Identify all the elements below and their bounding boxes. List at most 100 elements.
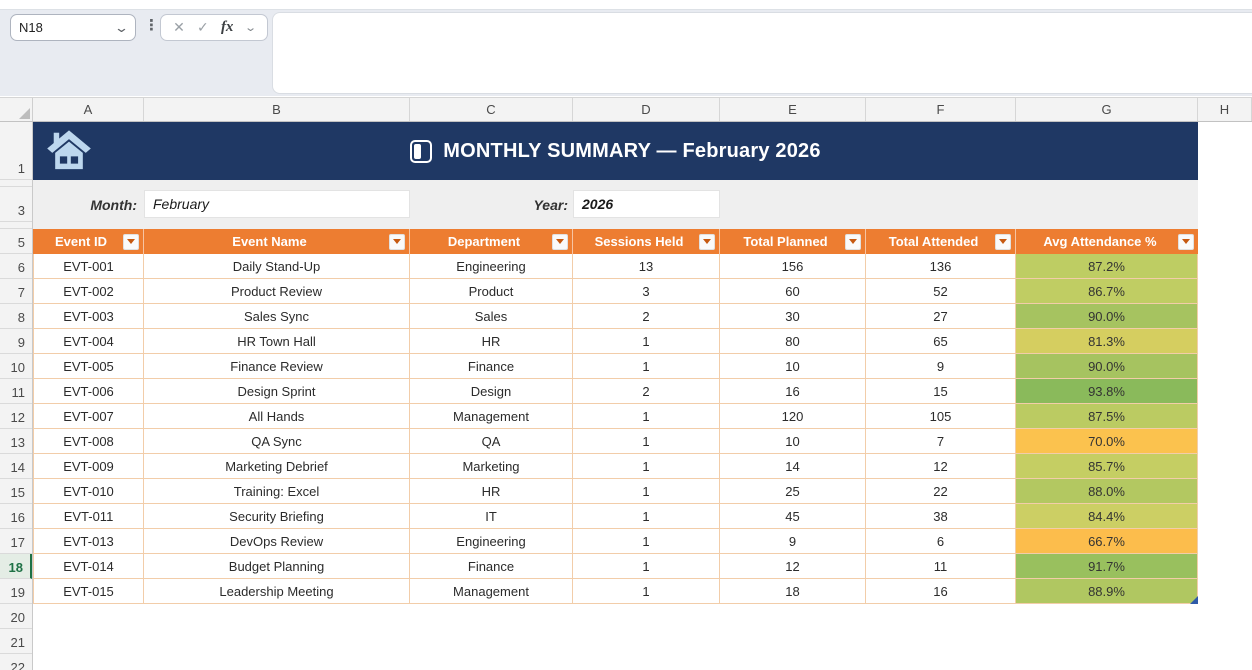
column-header-G[interactable]: G: [1016, 98, 1198, 121]
column-header-A[interactable]: A: [33, 98, 144, 121]
table-cell[interactable]: 16: [866, 579, 1016, 604]
table-header-cell[interactable]: Sessions Held: [573, 229, 720, 254]
table-cell[interactable]: 2: [573, 379, 720, 404]
row-header-20[interactable]: 20: [0, 604, 32, 629]
attendance-cell[interactable]: 66.7%: [1016, 529, 1198, 554]
table-cell[interactable]: 27: [866, 304, 1016, 329]
table-cell[interactable]: EVT-013: [33, 529, 144, 554]
table-cell[interactable]: 16: [720, 379, 866, 404]
formula-input[interactable]: [272, 12, 1252, 94]
column-header-E[interactable]: E: [720, 98, 866, 121]
filter-button[interactable]: [552, 233, 568, 250]
table-cell[interactable]: 18: [720, 579, 866, 604]
table-cell[interactable]: EVT-010: [33, 479, 144, 504]
attendance-cell[interactable]: 88.9%: [1016, 579, 1198, 604]
table-cell[interactable]: 25: [720, 479, 866, 504]
table-cell[interactable]: 120: [720, 404, 866, 429]
table-header-cell[interactable]: Avg Attendance %: [1016, 229, 1198, 254]
table-cell[interactable]: EVT-008: [33, 429, 144, 454]
table-cell[interactable]: Sales: [410, 304, 573, 329]
column-header-H[interactable]: H: [1198, 98, 1252, 121]
table-cell[interactable]: Finance: [410, 554, 573, 579]
table-cell[interactable]: Sales Sync: [144, 304, 410, 329]
row-header-1[interactable]: 1: [0, 122, 32, 180]
table-cell[interactable]: Marketing Debrief: [144, 454, 410, 479]
table-cell[interactable]: HR Town Hall: [144, 329, 410, 354]
table-cell[interactable]: EVT-011: [33, 504, 144, 529]
row-header-19[interactable]: 19: [0, 579, 32, 604]
table-cell[interactable]: 60: [720, 279, 866, 304]
row-header-10[interactable]: 10: [0, 354, 32, 379]
row-header-22[interactable]: 22: [0, 654, 32, 670]
attendance-cell[interactable]: 93.8%: [1016, 379, 1198, 404]
attendance-cell[interactable]: 87.5%: [1016, 404, 1198, 429]
table-cell[interactable]: EVT-003: [33, 304, 144, 329]
row-header-9[interactable]: 9: [0, 329, 32, 354]
row-header-21[interactable]: 21: [0, 629, 32, 654]
filter-button[interactable]: [1178, 233, 1194, 250]
table-cell[interactable]: All Hands: [144, 404, 410, 429]
table-header-cell[interactable]: Total Attended: [866, 229, 1016, 254]
table-cell[interactable]: HR: [410, 479, 573, 504]
table-cell[interactable]: EVT-002: [33, 279, 144, 304]
row-header-12[interactable]: 12: [0, 404, 32, 429]
column-header-D[interactable]: D: [573, 98, 720, 121]
table-cell[interactable]: 11: [866, 554, 1016, 579]
table-cell[interactable]: 12: [720, 554, 866, 579]
table-cell[interactable]: 80: [720, 329, 866, 354]
table-cell[interactable]: 3: [573, 279, 720, 304]
column-header-C[interactable]: C: [410, 98, 573, 121]
table-cell[interactable]: 1: [573, 329, 720, 354]
table-cell[interactable]: Marketing: [410, 454, 573, 479]
table-cell[interactable]: 1: [573, 404, 720, 429]
table-cell[interactable]: EVT-015: [33, 579, 144, 604]
row-header-3[interactable]: 3: [0, 187, 32, 222]
year-input[interactable]: 2026: [573, 190, 720, 218]
row-header-5[interactable]: 5: [0, 229, 32, 254]
table-cell[interactable]: 1: [573, 579, 720, 604]
table-cell[interactable]: 30: [720, 304, 866, 329]
table-cell[interactable]: Engineering: [410, 254, 573, 279]
table-resize-handle[interactable]: [1190, 596, 1198, 604]
table-cell[interactable]: Engineering: [410, 529, 573, 554]
attendance-cell[interactable]: 88.0%: [1016, 479, 1198, 504]
month-input[interactable]: February: [144, 190, 410, 218]
chevron-down-icon[interactable]: ⌄: [243, 22, 257, 34]
attendance-cell[interactable]: 86.7%: [1016, 279, 1198, 304]
table-cell[interactable]: 1: [573, 454, 720, 479]
table-cell[interactable]: 38: [866, 504, 1016, 529]
table-cell[interactable]: EVT-005: [33, 354, 144, 379]
title-banner-cell[interactable]: MONTHLY SUMMARY — February 2026: [33, 122, 1198, 180]
table-cell[interactable]: Security Briefing: [144, 504, 410, 529]
table-cell[interactable]: 1: [573, 479, 720, 504]
cancel-icon[interactable]: ✕: [173, 19, 185, 35]
table-cell[interactable]: Finance Review: [144, 354, 410, 379]
row-header-7[interactable]: 7: [0, 279, 32, 304]
table-header-cell[interactable]: Event Name: [144, 229, 410, 254]
table-cell[interactable]: 105: [866, 404, 1016, 429]
insert-function-icon[interactable]: fx: [220, 19, 234, 35]
name-box[interactable]: N18 ⌄: [10, 14, 136, 41]
attendance-cell[interactable]: 90.0%: [1016, 354, 1198, 379]
row-header-6[interactable]: 6: [0, 254, 32, 279]
table-cell[interactable]: 9: [720, 529, 866, 554]
table-cell[interactable]: 156: [720, 254, 866, 279]
table-cell[interactable]: 1: [573, 554, 720, 579]
table-cell[interactable]: HR: [410, 329, 573, 354]
table-cell[interactable]: Daily Stand-Up: [144, 254, 410, 279]
row-header-8[interactable]: 8: [0, 304, 32, 329]
attendance-cell[interactable]: 84.4%: [1016, 504, 1198, 529]
row-header-18[interactable]: 18: [0, 554, 32, 579]
table-cell[interactable]: Design Sprint: [144, 379, 410, 404]
attendance-cell[interactable]: 70.0%: [1016, 429, 1198, 454]
table-cell[interactable]: 10: [720, 354, 866, 379]
table-cell[interactable]: EVT-001: [33, 254, 144, 279]
table-cell[interactable]: 7: [866, 429, 1016, 454]
row-header-15[interactable]: 15: [0, 479, 32, 504]
table-cell[interactable]: 1: [573, 504, 720, 529]
more-options-icon[interactable]: ⋮: [144, 17, 159, 34]
filter-button[interactable]: [845, 233, 861, 250]
table-cell[interactable]: 1: [573, 354, 720, 379]
row-header-11[interactable]: 11: [0, 379, 32, 404]
table-cell[interactable]: 136: [866, 254, 1016, 279]
